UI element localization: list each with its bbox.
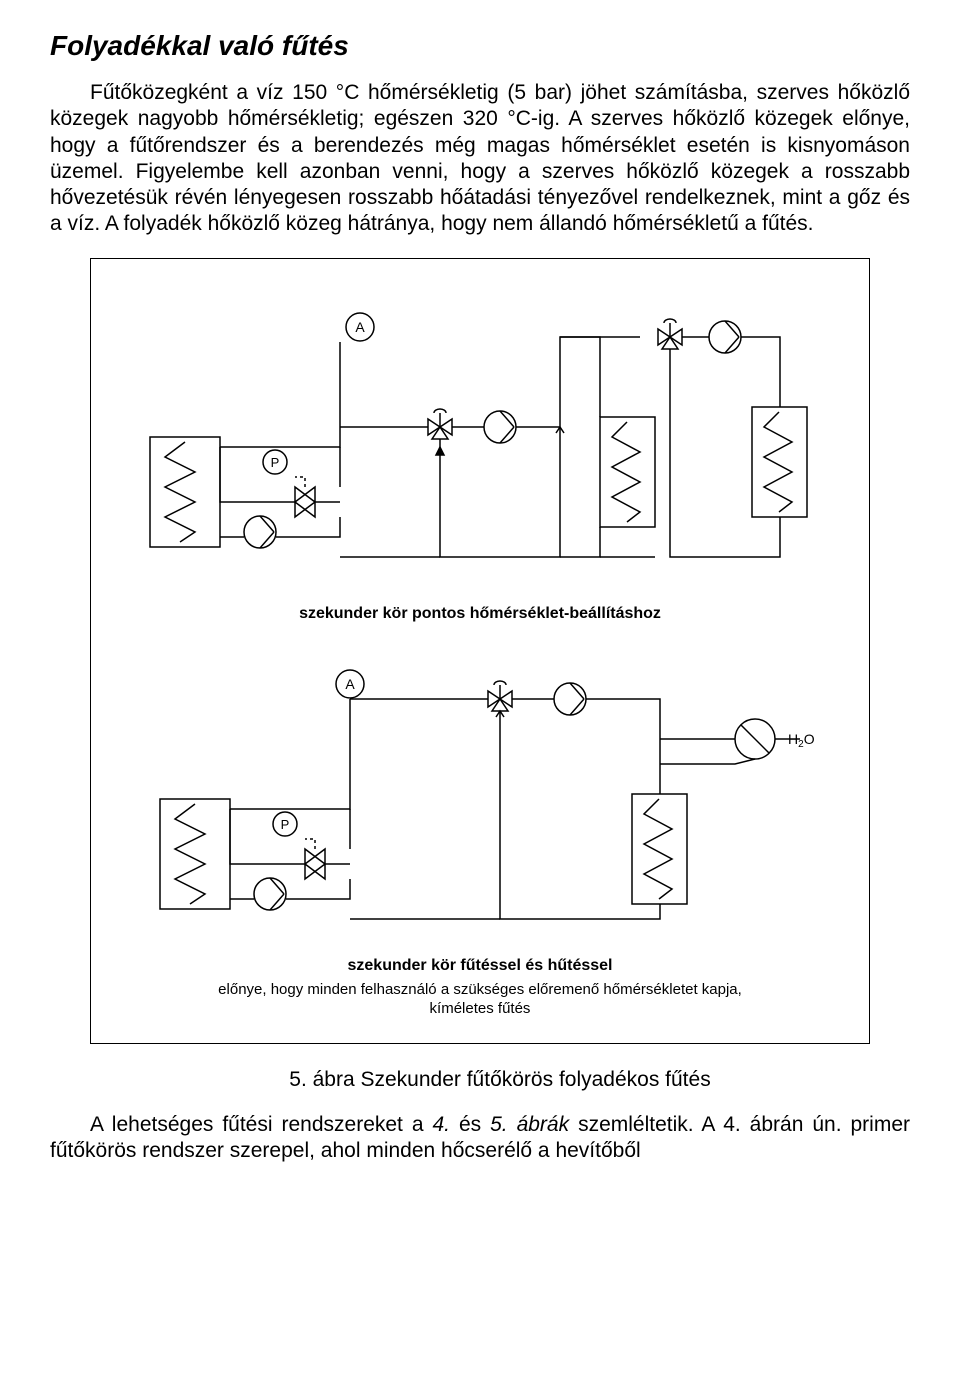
diagram1-caption: szekunder kör pontos hőmérséklet-beállít…	[115, 605, 845, 623]
diagram-1: A P	[140, 287, 820, 587]
diagram2-caption-line2: kíméletes fűtés	[115, 1000, 845, 1017]
diagram2-caption-bold: szekunder kör fűtéssel és hűtéssel	[115, 957, 845, 975]
paragraph-2: A lehetséges fűtési rendszereket a 4. és…	[50, 1112, 910, 1165]
diagram2-caption-line1: előnye, hogy minden felhasználó a szüksé…	[115, 981, 845, 998]
paragraph-1: Fűtőközegként a víz 150 °C hőmérsékletig…	[50, 80, 910, 238]
diagram2-label-h2o: H2O	[788, 731, 815, 750]
diagram2-label-p: P	[281, 817, 290, 832]
page-title: Folyadékkal való fűtés	[50, 30, 910, 62]
diagram-2: A P H2O	[140, 649, 820, 939]
diagram1-label-p: P	[271, 455, 280, 470]
diagram1-label-a: A	[355, 319, 365, 335]
figure-box: A P szekunder kör pontos hőmérséklet-beá…	[90, 258, 870, 1044]
diagram2-label-a: A	[345, 676, 355, 692]
figure-title: 5. ábra Szekunder fűtőkörös folyadékos f…	[50, 1068, 910, 1092]
